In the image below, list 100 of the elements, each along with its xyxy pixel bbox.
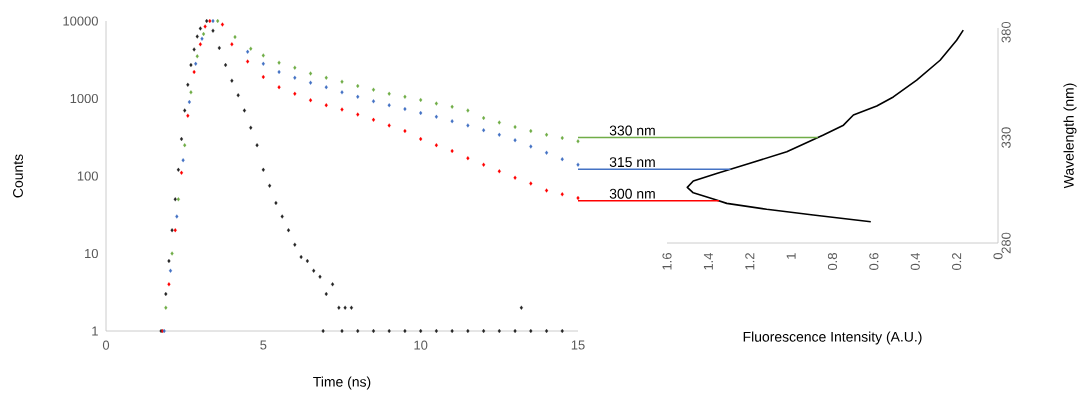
point <box>308 98 313 103</box>
point <box>277 60 281 65</box>
point <box>343 305 347 310</box>
point <box>312 268 316 273</box>
x-tick-label: 1.4 <box>703 252 713 270</box>
x-tick-label: 10 <box>414 340 428 350</box>
point <box>179 136 184 142</box>
point <box>255 143 259 148</box>
point <box>466 108 470 113</box>
point <box>175 214 179 219</box>
y-tick-label: 10000 <box>63 16 98 26</box>
point <box>529 128 533 134</box>
point <box>434 101 438 106</box>
y-tick-label: 280 <box>1001 232 1011 254</box>
point <box>324 103 328 108</box>
point <box>195 34 199 39</box>
point <box>450 148 454 154</box>
point <box>189 62 193 68</box>
point <box>403 128 407 134</box>
point <box>318 274 322 279</box>
point <box>167 282 171 287</box>
point <box>387 328 391 334</box>
point <box>387 91 391 96</box>
point <box>305 258 309 264</box>
point <box>356 112 360 117</box>
point <box>371 87 376 92</box>
ref-line-label: 300 nm <box>609 188 655 199</box>
point <box>387 123 391 128</box>
point <box>164 291 168 297</box>
point <box>497 328 501 334</box>
ref-line-label: 330 nm <box>609 125 655 136</box>
point <box>293 65 297 70</box>
point <box>434 328 438 334</box>
point <box>168 268 173 273</box>
point <box>164 305 168 310</box>
point <box>324 75 328 80</box>
point <box>194 61 198 66</box>
point <box>419 328 423 334</box>
point <box>187 99 191 105</box>
y-axis-title: Wavelength (nm) <box>1063 83 1077 189</box>
point <box>181 158 185 163</box>
point <box>223 62 228 68</box>
point <box>230 78 234 83</box>
point <box>330 282 335 287</box>
line-series <box>686 29 965 223</box>
point <box>203 24 207 29</box>
point <box>268 183 272 188</box>
point <box>513 124 517 130</box>
point <box>211 28 215 33</box>
point <box>544 150 549 155</box>
x-tick-label: 0.2 <box>952 253 962 271</box>
point <box>340 107 344 112</box>
x-tick-label: 15 <box>571 340 585 350</box>
point <box>183 143 187 148</box>
point <box>560 135 564 141</box>
point <box>179 170 184 175</box>
point <box>576 139 580 144</box>
point <box>349 305 354 310</box>
point <box>482 162 486 167</box>
point <box>482 328 486 334</box>
point <box>513 138 517 143</box>
point <box>529 328 533 334</box>
point <box>544 188 549 193</box>
point <box>321 328 325 334</box>
point <box>167 258 171 264</box>
point <box>466 156 470 161</box>
y-tick-label: 1 <box>92 326 98 336</box>
point <box>371 117 376 122</box>
point <box>497 132 501 137</box>
point <box>274 200 278 205</box>
x-tick-label: 0.4 <box>910 252 920 271</box>
point <box>200 36 204 41</box>
point <box>277 69 281 75</box>
point <box>198 26 202 31</box>
point <box>216 18 220 24</box>
point <box>201 31 206 37</box>
point <box>529 144 533 149</box>
x-tick-label: 1 <box>786 253 796 259</box>
point <box>261 74 265 79</box>
point <box>299 254 303 260</box>
point <box>249 125 253 130</box>
point <box>308 80 313 85</box>
point <box>403 94 407 99</box>
point <box>403 107 407 112</box>
point <box>371 328 376 334</box>
point <box>198 42 202 47</box>
point <box>192 69 196 75</box>
point <box>356 83 360 89</box>
point <box>497 169 501 174</box>
point <box>286 228 291 233</box>
point <box>220 22 225 27</box>
ref-line-label: 315 nm <box>609 157 655 168</box>
point <box>186 82 190 87</box>
point <box>340 328 344 334</box>
point <box>482 128 486 133</box>
y-tick-label: 1000 <box>70 93 98 104</box>
point <box>466 123 470 128</box>
x-tick-label: 0 <box>102 340 110 350</box>
point <box>560 328 564 334</box>
point <box>450 119 454 124</box>
